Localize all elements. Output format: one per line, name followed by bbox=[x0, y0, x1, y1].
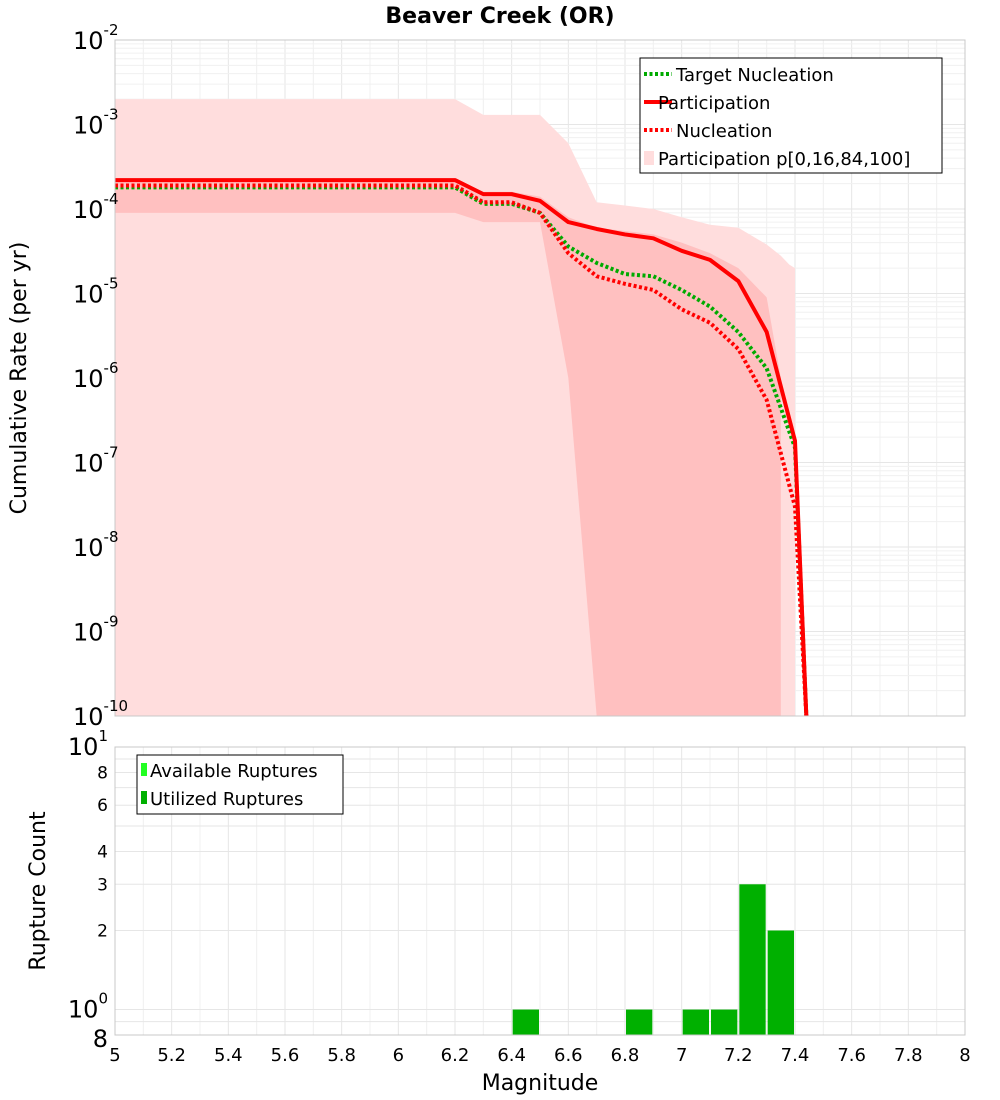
bar-utilized-ruptures bbox=[512, 1009, 539, 1035]
chart-title: Beaver Creek (OR) bbox=[385, 4, 614, 29]
bar-utilized-ruptures bbox=[626, 1009, 653, 1035]
x-tick-label: 5 bbox=[109, 1045, 120, 1066]
bottom-plot-bars bbox=[512, 884, 794, 1035]
y-tick-label: 10-2 bbox=[73, 21, 119, 55]
bottom-legend: Available Ruptures Utilized Ruptures bbox=[136, 754, 344, 815]
cumulative-rate-plot: 10-10 10-9 10-8 10-7 10-6 10-5 10-4 10-3 10-2 Cu… bbox=[7, 21, 966, 731]
legend-entry-label: Target Nucleation bbox=[675, 65, 834, 86]
legend-swatch bbox=[141, 763, 147, 776]
y-tick-label: 10-7 bbox=[73, 444, 119, 478]
legend-entry-label: Available Ruptures bbox=[150, 761, 318, 782]
legend-swatch bbox=[141, 791, 147, 804]
top-plot-y-tick-labels: 10-10 10-9 10-8 10-7 10-6 10-5 10-4 10-3 10-2 bbox=[73, 21, 128, 731]
y-tick-label: 10-10 bbox=[73, 697, 128, 731]
y-tick-label: 3 bbox=[97, 875, 108, 895]
y-tick-label: 10-8 bbox=[73, 528, 119, 562]
bar-utilized-ruptures bbox=[739, 884, 766, 1035]
legend-swatch bbox=[644, 151, 654, 165]
top-legend-frame bbox=[639, 57, 943, 174]
bar-utilized-ruptures bbox=[711, 1009, 738, 1035]
x-tick-label: 7 bbox=[676, 1045, 687, 1066]
bottom-legend-frame bbox=[136, 754, 344, 815]
x-tick-label: 6.8 bbox=[611, 1045, 640, 1066]
y-tick-label: 10-5 bbox=[73, 275, 119, 309]
x-tick-label: 6.6 bbox=[554, 1045, 583, 1066]
x-tick-label: 8 bbox=[959, 1045, 970, 1066]
series-line-nucleation bbox=[115, 183, 809, 717]
y-tick-label: 101 bbox=[68, 727, 108, 761]
top-plot-series-lines bbox=[115, 178, 809, 717]
bottom-plot-frame bbox=[114, 746, 966, 1036]
y-tick-label: 10-4 bbox=[73, 190, 119, 224]
x-tick-label: 6.2 bbox=[441, 1045, 470, 1066]
x-tick-label: 5.4 bbox=[214, 1045, 243, 1066]
x-axis-label: Magnitude bbox=[482, 1071, 599, 1096]
y-tick-label: 8 bbox=[93, 1025, 108, 1053]
y-tick-label: 6 bbox=[97, 796, 108, 816]
bar-utilized-ruptures bbox=[682, 1009, 709, 1035]
y-tick-label: 10-9 bbox=[73, 613, 119, 647]
y-tick-label: 4 bbox=[97, 842, 108, 862]
x-tick-label: 5.8 bbox=[327, 1045, 356, 1066]
legend-entry-label: Participation bbox=[658, 93, 770, 114]
x-tick-label: 5.6 bbox=[271, 1045, 300, 1066]
y-tick-label: 2 bbox=[97, 922, 108, 942]
x-tick-label: 7.8 bbox=[894, 1045, 923, 1066]
x-axis-tick-labels: 5 5.2 5.4 5.6 5.8 6 6.2 6.4 6.6 6.8 7 7.2 7.4 7.6 7.8 8 bbox=[109, 1045, 970, 1066]
y-tick-label: 10-6 bbox=[73, 359, 119, 393]
legend-entry-label: Participation p[0,16,84,100] bbox=[658, 149, 910, 170]
y-tick-label: 10-3 bbox=[73, 106, 119, 140]
y-tick-label: 100 bbox=[68, 990, 108, 1024]
top-plot-percentile-bands bbox=[115, 99, 795, 717]
x-tick-label: 6.4 bbox=[497, 1045, 526, 1066]
x-tick-label: 7.6 bbox=[837, 1045, 866, 1066]
percentile-band-16-84 bbox=[115, 178, 781, 717]
y-tick-label: 8 bbox=[97, 763, 108, 783]
legend-entry-label: Nucleation bbox=[676, 121, 772, 142]
legend-entry-label: Utilized Ruptures bbox=[150, 789, 303, 810]
x-tick-label: 5.2 bbox=[157, 1045, 186, 1066]
top-legend: Target Nucleation Participation Nucleation… bbox=[639, 57, 943, 174]
bar-utilized-ruptures bbox=[767, 930, 794, 1035]
top-plot-frame bbox=[114, 39, 966, 717]
x-tick-label: 7.4 bbox=[781, 1045, 810, 1066]
x-tick-label: 6 bbox=[393, 1045, 404, 1066]
top-y-axis-label: Cumulative Rate (per yr) bbox=[7, 242, 32, 515]
x-tick-label: 7.2 bbox=[724, 1045, 753, 1066]
bottom-y-axis-label: Rupture Count bbox=[26, 811, 51, 971]
series-line-participation bbox=[115, 178, 809, 717]
